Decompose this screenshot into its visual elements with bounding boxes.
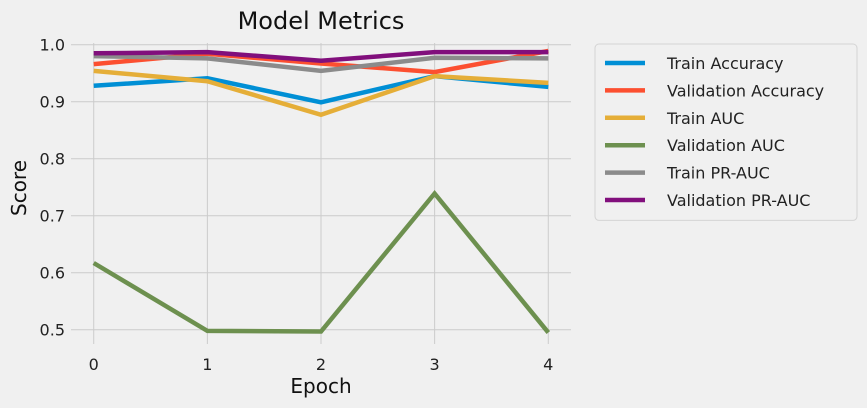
x-tick-label: 2 [316,355,326,374]
x-axis-label: Epoch [290,374,351,398]
series-lines [92,48,551,335]
chart-title: Model Metrics [238,7,405,35]
legend-label-validation-pr-auc: Validation PR-AUC [667,191,810,210]
series-line-train-pr-auc [93,53,549,74]
legend-label-validation-accuracy: Validation Accuracy [667,81,824,100]
series-line-validation-auc [92,189,551,335]
x-tick-label: 1 [202,355,212,374]
tick-labels: 0 1 2 3 4 0.5 0.6 0.7 0.8 0.9 1.0 [40,36,554,374]
legend-label-train-accuracy: Train Accuracy [666,54,784,73]
y-axis-label: Score [7,160,31,216]
legend-label-validation-auc: Validation AUC [667,136,785,155]
x-tick-label: 0 [89,355,99,374]
y-tick-label: 0.8 [40,150,65,169]
x-tick-label: 4 [543,355,553,374]
legend: Train Accuracy Validation Accuracy Train A… [594,43,858,221]
legend-box [594,43,858,221]
y-tick-label: 1.0 [40,36,65,55]
y-tick-label: 0.5 [40,321,65,340]
x-tick-label: 3 [430,355,440,374]
y-tick-label: 0.6 [40,264,65,283]
y-tick-label: 0.9 [40,93,65,112]
legend-label-train-auc: Train AUC [666,109,744,128]
y-tick-label: 0.7 [40,207,65,226]
legend-label-train-pr-auc: Train PR-AUC [666,164,770,183]
series-line-train-auc [93,68,549,118]
series-line-validation-pr-auc [93,49,549,63]
